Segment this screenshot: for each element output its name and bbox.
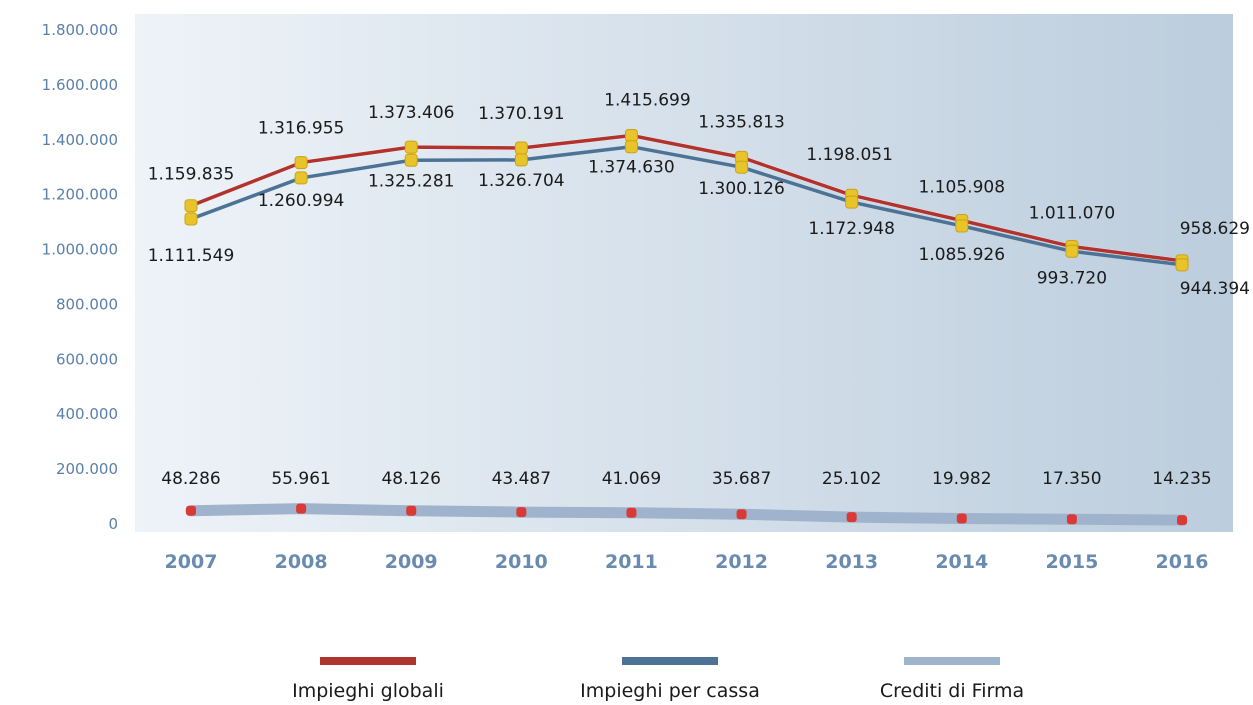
data-label: 1.300.126: [698, 179, 785, 199]
y-tick-label: 1.400.000: [42, 131, 118, 149]
series-line-impieghi-per-cassa: [190, 144, 1183, 267]
data-label: 1.316.955: [258, 119, 345, 139]
legend-label: Impieghi globali: [292, 680, 444, 702]
data-label: 1.260.994: [258, 191, 345, 211]
data-point-crediti-di-firma: [186, 505, 196, 516]
data-labels: 1.159.835 1.316.955 1.373.406 1.370.191 1.41…: [148, 90, 1250, 489]
data-point-impieghi-globali: [514, 141, 528, 155]
data-point-crediti-di-firma: [846, 512, 857, 523]
data-point-impieghi-per-cassa: [514, 153, 528, 167]
x-tick-label: 2009: [385, 551, 438, 573]
data-label: 993.720: [1037, 268, 1107, 288]
data-label: 14.235: [1152, 469, 1211, 489]
data-point-crediti-di-firma: [736, 509, 747, 520]
data-point-impieghi-globali: [624, 128, 638, 142]
y-axis: 0 200.000 400.000 600.000 800.000 1.000.000 1.…: [42, 21, 118, 533]
data-label: 1.011.070: [1029, 204, 1116, 224]
y-tick-label: 1.600.000: [42, 76, 118, 94]
data-label: 48.286: [161, 469, 220, 489]
data-label: 1.370.191: [478, 104, 565, 124]
data-label: 1.374.630: [588, 158, 675, 178]
data-label: 1.159.835: [148, 165, 235, 185]
data-label: 1.085.926: [919, 245, 1006, 265]
legend-swatch: [904, 657, 1000, 665]
data-point-crediti-di-firma: [1177, 515, 1187, 526]
legend: Impieghi globali Impieghi per cassa Credit…: [292, 657, 1024, 702]
data-point-impieghi-per-cassa: [624, 140, 638, 154]
data-point-impieghi-per-cassa: [184, 212, 198, 226]
x-axis: 2007 2008 2009 2010 2011 2012 2013 2014 2015 2016: [165, 551, 1209, 573]
data-point-impieghi-per-cassa: [1065, 244, 1079, 258]
y-tick-label: 800.000: [56, 295, 118, 313]
data-label: 1.373.406: [368, 103, 455, 123]
data-point-crediti-di-firma: [956, 513, 967, 524]
data-label: 17.350: [1042, 469, 1101, 489]
data-label: 41.069: [602, 469, 661, 489]
series-line-impieghi-globali: [190, 133, 1183, 263]
x-tick-label: 2013: [825, 551, 878, 573]
series-line-crediti-di-firma: [185, 503, 1188, 526]
data-label: 19.982: [932, 469, 991, 489]
data-point-crediti-di-firma: [626, 507, 637, 518]
x-tick-label: 2010: [495, 551, 548, 573]
y-tick-label: 400.000: [56, 405, 118, 423]
y-tick-label: 200.000: [56, 460, 118, 478]
data-point-impieghi-per-cassa: [1175, 258, 1189, 272]
data-point-crediti-di-firma: [406, 505, 417, 516]
data-label: 958.629: [1180, 219, 1250, 239]
data-label: 1.198.051: [806, 145, 893, 165]
data-label: 1.325.281: [368, 171, 455, 191]
data-label: 1.111.549: [148, 246, 235, 266]
data-point-impieghi-globali: [404, 140, 418, 154]
y-tick-label: 1.200.000: [42, 186, 118, 204]
y-tick-label: 1.800.000: [42, 21, 118, 39]
data-point-impieghi-globali: [184, 199, 198, 213]
data-label: 1.335.813: [698, 112, 785, 132]
data-label: 35.687: [712, 469, 771, 489]
x-tick-label: 2016: [1156, 551, 1209, 573]
legend-label: Crediti di Firma: [880, 680, 1024, 702]
data-point-impieghi-per-cassa: [955, 219, 969, 233]
y-tick-label: 600.000: [56, 350, 118, 368]
x-tick-label: 2015: [1045, 551, 1098, 573]
y-tick-label: 0: [108, 515, 118, 533]
legend-swatch: [320, 657, 416, 665]
data-label: 48.126: [381, 469, 440, 489]
series-layer: [184, 128, 1189, 526]
data-label: 1.105.908: [919, 177, 1006, 197]
data-point-impieghi-per-cassa: [845, 195, 859, 209]
data-point-crediti-di-firma: [516, 507, 527, 518]
data-label: 1.326.704: [478, 171, 565, 191]
data-label: 55.961: [271, 469, 330, 489]
data-point-impieghi-per-cassa: [735, 160, 749, 174]
legend-swatch: [622, 657, 718, 665]
data-label: 1.415.699: [604, 90, 691, 110]
data-label: 25.102: [822, 469, 881, 489]
y-tick-label: 1.000.000: [42, 241, 118, 259]
x-tick-label: 2008: [275, 551, 328, 573]
x-tick-label: 2014: [935, 551, 988, 573]
plot-background: [135, 14, 1233, 532]
data-point-crediti-di-firma: [296, 503, 307, 514]
legend-label: Impieghi per cassa: [580, 680, 760, 702]
data-label: 1.172.948: [808, 219, 895, 239]
data-point-impieghi-per-cassa: [404, 153, 418, 167]
x-tick-label: 2012: [715, 551, 768, 573]
data-label: 43.487: [492, 469, 551, 489]
data-point-crediti-di-firma: [1066, 514, 1077, 525]
data-point-impieghi-globali: [294, 156, 308, 170]
x-tick-label: 2007: [165, 551, 218, 573]
x-tick-label: 2011: [605, 551, 658, 573]
data-label: 944.394: [1180, 279, 1250, 299]
data-point-impieghi-per-cassa: [294, 171, 308, 185]
